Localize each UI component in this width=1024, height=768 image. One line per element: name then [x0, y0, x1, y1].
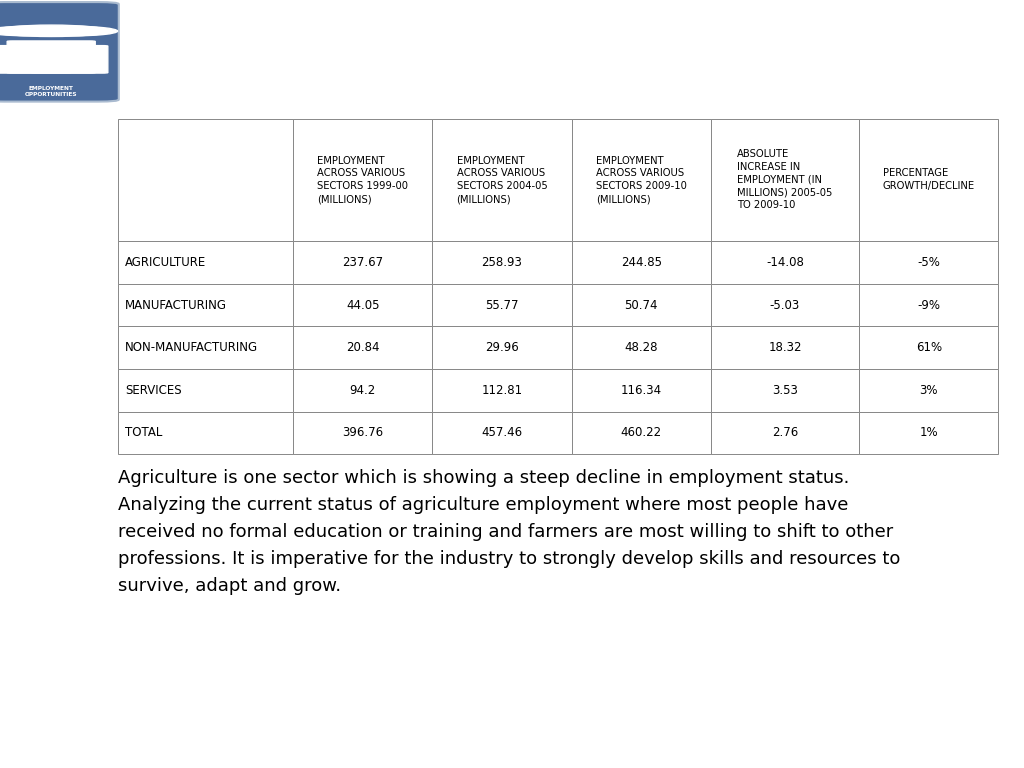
Text: SECTOR WISE EMPLOYMENT STATUS IN INDIA: SECTOR WISE EMPLOYMENT STATUS IN INDIA — [121, 36, 861, 64]
Text: SERVICES: SERVICES — [125, 384, 181, 397]
Text: MANUFACTURING: MANUFACTURING — [125, 299, 226, 312]
Text: 50.74: 50.74 — [625, 299, 658, 312]
Text: 55.77: 55.77 — [485, 299, 519, 312]
Text: Agriculture is one sector which is showing a steep decline in employment status.: Agriculture is one sector which is showi… — [118, 469, 900, 595]
FancyBboxPatch shape — [7, 41, 95, 73]
Bar — [571, 369, 711, 412]
Bar — [432, 283, 571, 326]
Bar — [711, 241, 859, 283]
Circle shape — [0, 25, 108, 37]
Text: 460.22: 460.22 — [621, 426, 662, 439]
Text: EMPLOYMENT
ACROSS VARIOUS
SECTORS 1999-00
(MILLIONS): EMPLOYMENT ACROSS VARIOUS SECTORS 1999-0… — [317, 156, 409, 204]
Bar — [711, 412, 859, 454]
Circle shape — [22, 26, 118, 36]
Text: 116.34: 116.34 — [621, 384, 662, 397]
Text: NON-MANUFACTURING: NON-MANUFACTURING — [125, 341, 258, 354]
Text: 48.28: 48.28 — [625, 341, 658, 354]
Bar — [711, 283, 859, 326]
Bar — [432, 412, 571, 454]
Text: 396.76: 396.76 — [342, 426, 383, 439]
Bar — [859, 118, 998, 241]
Text: 20.84: 20.84 — [346, 341, 379, 354]
FancyBboxPatch shape — [0, 2, 119, 101]
Text: 44.05: 44.05 — [346, 299, 379, 312]
Bar — [571, 283, 711, 326]
Bar — [859, 241, 998, 283]
Bar — [571, 241, 711, 283]
Bar — [571, 118, 711, 241]
Circle shape — [0, 26, 81, 36]
Text: 112.81: 112.81 — [481, 384, 522, 397]
Bar — [293, 326, 432, 369]
Text: AGRICULTURE SHOWS A DECLINE: AGRICULTURE SHOWS A DECLINE — [255, 721, 769, 750]
Bar — [571, 412, 711, 454]
Bar — [571, 326, 711, 369]
FancyBboxPatch shape — [32, 45, 108, 73]
Bar — [118, 118, 293, 241]
Text: 94.2: 94.2 — [349, 384, 376, 397]
Text: 258.93: 258.93 — [481, 256, 522, 269]
Bar — [293, 412, 432, 454]
Text: EMPLOYMENT
ACROSS VARIOUS
SECTORS 2009-10
(MILLIONS): EMPLOYMENT ACROSS VARIOUS SECTORS 2009-1… — [596, 156, 687, 204]
Text: EMPLOYMENT
ACROSS VARIOUS
SECTORS 2004-05
(MILLIONS): EMPLOYMENT ACROSS VARIOUS SECTORS 2004-0… — [457, 156, 547, 204]
Bar — [432, 326, 571, 369]
Bar — [859, 412, 998, 454]
Bar — [432, 118, 571, 241]
Text: 3.53: 3.53 — [772, 384, 798, 397]
Text: AGRICULTURE: AGRICULTURE — [125, 256, 206, 269]
Text: -5%: -5% — [918, 256, 940, 269]
Text: 2.76: 2.76 — [772, 426, 798, 439]
Text: 1%: 1% — [920, 426, 938, 439]
Bar — [859, 283, 998, 326]
Bar — [859, 326, 998, 369]
Bar — [293, 118, 432, 241]
Text: 244.85: 244.85 — [621, 256, 662, 269]
FancyBboxPatch shape — [0, 45, 71, 73]
Bar — [118, 283, 293, 326]
Bar — [118, 369, 293, 412]
Bar — [293, 283, 432, 326]
Text: -5.03: -5.03 — [770, 299, 800, 312]
Text: 457.46: 457.46 — [481, 426, 522, 439]
Text: PERCENTAGE
GROWTH/DECLINE: PERCENTAGE GROWTH/DECLINE — [883, 168, 975, 191]
Bar — [293, 241, 432, 283]
Bar — [432, 369, 571, 412]
Bar — [711, 118, 859, 241]
Bar — [118, 326, 293, 369]
Bar — [711, 326, 859, 369]
Bar — [293, 369, 432, 412]
Text: 18.32: 18.32 — [768, 341, 802, 354]
Bar — [432, 241, 571, 283]
Text: -14.08: -14.08 — [766, 256, 804, 269]
Text: EMPLOYMENT
OPPORTUNITIES: EMPLOYMENT OPPORTUNITIES — [25, 86, 78, 97]
Text: 237.67: 237.67 — [342, 256, 383, 269]
Text: ABSOLUTE
INCREASE IN
EMPLOYMENT (IN
MILLIONS) 2005-05
TO 2009-10: ABSOLUTE INCREASE IN EMPLOYMENT (IN MILL… — [737, 149, 833, 210]
Bar — [118, 241, 293, 283]
Text: 29.96: 29.96 — [485, 341, 519, 354]
Bar — [859, 369, 998, 412]
Text: -9%: -9% — [918, 299, 940, 312]
Text: 3%: 3% — [920, 384, 938, 397]
Bar — [711, 369, 859, 412]
Bar — [118, 412, 293, 454]
Text: TOTAL: TOTAL — [125, 426, 162, 439]
Text: 61%: 61% — [915, 341, 942, 354]
